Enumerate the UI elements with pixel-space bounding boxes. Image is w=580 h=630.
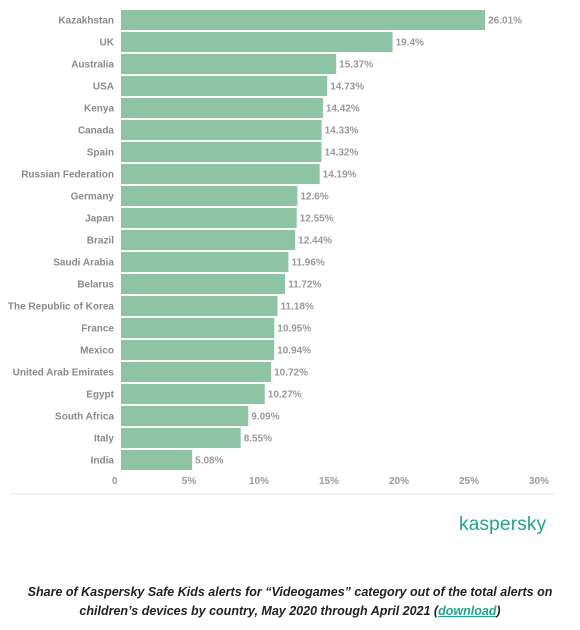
category-label: UK [100, 38, 115, 49]
value-label: 14.73% [330, 82, 364, 93]
kaspersky-logo: kaspersky [459, 514, 547, 535]
value-label: 14.33% [325, 126, 359, 137]
bar [121, 32, 393, 52]
x-tick-label: 20% [389, 476, 409, 487]
bar [121, 230, 296, 250]
value-label: 11.72% [288, 280, 321, 291]
x-tick-label: 10% [249, 476, 269, 487]
bar [121, 208, 297, 228]
value-label: 12.55% [300, 214, 334, 225]
value-label: 15.37% [339, 60, 373, 71]
bar [121, 252, 289, 272]
value-label: 5.08% [195, 456, 223, 467]
bar [121, 362, 272, 382]
category-label: India [91, 456, 115, 467]
category-label: Canada [78, 126, 115, 137]
bar [121, 120, 322, 140]
bar [121, 76, 328, 96]
value-label: 26.01% [488, 16, 522, 27]
x-tick-label: 25% [459, 476, 479, 487]
bar [121, 10, 486, 30]
bar [121, 164, 320, 184]
category-label: Japan [85, 214, 114, 225]
bar [121, 450, 193, 470]
bar [121, 54, 337, 74]
value-label: 12.44% [298, 236, 332, 247]
category-label: Egypt [86, 390, 114, 401]
bar [121, 274, 286, 294]
bar [121, 296, 278, 316]
category-label: Brazil [87, 236, 114, 247]
category-label: Italy [94, 434, 114, 445]
value-label: 12.6% [300, 192, 328, 203]
bar [121, 142, 322, 162]
x-tick-label: 30% [529, 476, 549, 487]
value-label: 10.94% [277, 346, 311, 357]
category-label: USA [93, 82, 114, 93]
category-label: United Arab Emirates [13, 368, 115, 379]
x-tick-label: 5% [182, 476, 197, 487]
category-label: Russian Federation [21, 170, 114, 181]
category-label: Mexico [80, 346, 114, 357]
bar [121, 340, 275, 360]
category-label: South Africa [55, 412, 115, 423]
chart-caption: Share of Kaspersky Safe Kids alerts for … [0, 583, 580, 621]
x-tick-label: 0 [112, 476, 118, 487]
category-label: Australia [71, 60, 114, 71]
value-label: 10.27% [268, 390, 302, 401]
value-label: 14.19% [323, 170, 357, 181]
value-label: 9.09% [251, 412, 279, 423]
category-label: Spain [87, 148, 114, 159]
category-label: Kazakhstan [58, 16, 114, 27]
category-label: France [81, 324, 114, 335]
bar [121, 186, 298, 206]
category-label: Kenya [84, 104, 114, 115]
caption-text: Share of Kaspersky Safe Kids alerts for … [27, 585, 553, 618]
bar [121, 406, 249, 426]
x-tick-label: 15% [319, 476, 339, 487]
bar [121, 318, 275, 338]
value-label: 14.32% [324, 148, 358, 159]
value-label: 11.18% [281, 302, 314, 313]
bar [121, 98, 323, 118]
category-label: Belarus [77, 280, 114, 291]
value-label: 8.55% [244, 434, 272, 445]
category-label: Germany [71, 192, 115, 203]
download-link[interactable]: download [438, 604, 497, 618]
value-label: 10.95% [277, 324, 311, 335]
bar-chart: Kazakhstan 26.01% UK 19.4% Australia 15.37% US… [8, 10, 555, 495]
value-label: 10.72% [274, 368, 308, 379]
category-label: Saudi Arabia [53, 258, 114, 269]
category-label: The Republic of Korea [8, 302, 115, 313]
bar [121, 428, 241, 448]
value-label: 11.96% [291, 258, 324, 269]
bar [121, 384, 265, 404]
value-label: 19.4% [396, 38, 424, 49]
value-label: 14.42% [326, 104, 360, 115]
caption-suffix: ) [496, 604, 501, 618]
